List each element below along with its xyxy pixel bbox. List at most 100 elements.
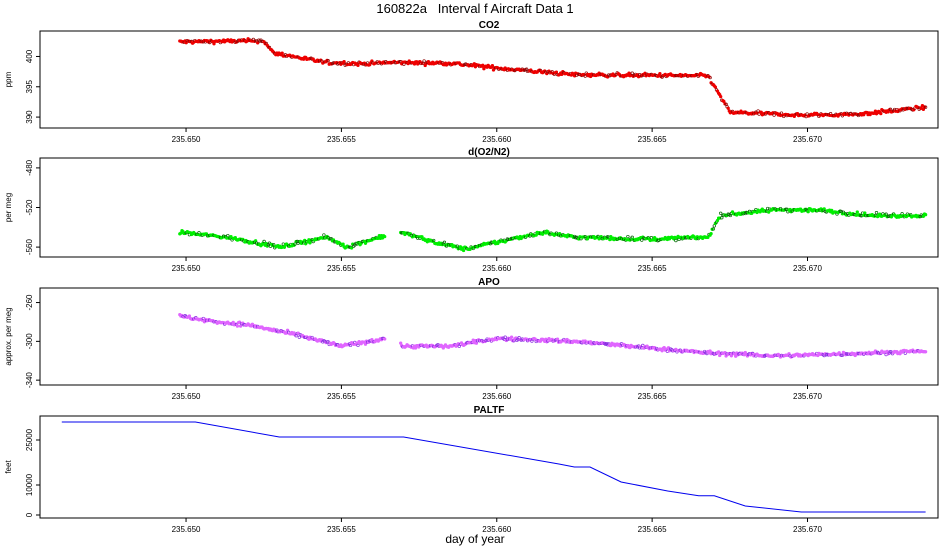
data-point <box>534 233 538 237</box>
data-point <box>509 335 514 339</box>
plot-frame <box>39 415 939 519</box>
data-point <box>422 59 426 63</box>
data-point <box>383 337 387 341</box>
data-point <box>326 340 330 344</box>
data-point <box>923 350 928 354</box>
data-point <box>874 211 879 215</box>
data-point <box>399 341 403 345</box>
y-tick-label: -560 <box>25 239 34 256</box>
data-point <box>640 238 644 242</box>
x-tick-label: 235.660 <box>482 135 511 144</box>
x-tick-label: 235.660 <box>482 392 511 401</box>
data-point <box>229 234 233 239</box>
data-point <box>767 210 771 214</box>
y-axis-label: per meg <box>4 193 13 222</box>
data-point <box>442 240 447 244</box>
data-point <box>888 107 893 111</box>
data-point <box>923 213 928 217</box>
y-tick-label: -260 <box>25 294 34 311</box>
x-tick-label: 235.665 <box>638 392 667 401</box>
data-point <box>708 75 712 80</box>
x-tick-label: 235.660 <box>482 525 511 534</box>
data-point <box>272 243 276 247</box>
data-point <box>322 233 326 237</box>
panel-do2n2: d(O2/N2) per meg -560 -520 -480 235.650 235.65… <box>4 147 939 273</box>
data-point <box>719 94 723 99</box>
x-tick-label: 235.655 <box>327 392 356 401</box>
data-point <box>726 106 730 110</box>
x-tick-label: 235.665 <box>638 264 667 273</box>
data-point <box>855 210 859 214</box>
y-axis-label: ppm <box>4 71 13 87</box>
data-point <box>674 238 678 243</box>
data-point <box>363 342 368 346</box>
panel-paltf: PALTF feet 0 10000 25000 235.650 235.655 235.66… <box>4 405 939 534</box>
figure-title: 160822a Interval f Aircraft Data 1 <box>376 1 574 16</box>
data-point <box>630 71 634 75</box>
data-point <box>432 238 436 243</box>
y-tick-label: 0 <box>25 512 34 517</box>
y-tick-label: -480 <box>25 159 34 176</box>
x-tick-label: 235.650 <box>172 264 201 273</box>
x-tick-label: 235.670 <box>793 392 822 401</box>
data-point <box>923 105 928 109</box>
x-tick-label: 235.665 <box>638 135 667 144</box>
data-point <box>308 241 312 245</box>
x-tick-label: 235.650 <box>172 135 201 144</box>
y-tick-label: 400 <box>25 49 34 63</box>
data-point <box>784 207 788 211</box>
x-tick-label: 235.665 <box>638 525 667 534</box>
panel-apo: APO approx. per meg -340 -300 -260 235.650 235… <box>4 277 939 401</box>
x-tick-label: 235.655 <box>327 135 356 144</box>
data-point <box>555 337 560 341</box>
data-point <box>461 248 466 253</box>
plot-frame <box>39 30 939 129</box>
x-tick-label: 235.670 <box>793 264 822 273</box>
y-tick-label: -300 <box>25 333 34 350</box>
data-point <box>256 41 260 45</box>
panel-title: PALTF <box>474 405 505 416</box>
data-point <box>560 72 564 77</box>
data-point <box>863 211 867 215</box>
series-line <box>61 421 926 513</box>
data-point <box>716 350 721 354</box>
y-tick-label: 390 <box>25 110 34 124</box>
plot-frame <box>39 287 939 386</box>
data-point <box>626 234 630 239</box>
data-point <box>342 60 346 64</box>
x-tick-label: 235.655 <box>327 525 356 534</box>
data-points <box>178 37 928 119</box>
data-point <box>262 239 266 244</box>
x-tick-label: 235.670 <box>793 135 822 144</box>
y-tick-label: 395 <box>25 80 34 94</box>
data-point <box>348 343 353 348</box>
data-point <box>356 63 360 68</box>
data-point <box>341 242 345 246</box>
data-point <box>420 235 424 239</box>
y-tick-label: -520 <box>25 199 34 216</box>
x-axis-title: day of year <box>445 532 505 546</box>
panel-title: CO2 <box>479 20 500 31</box>
y-tick-label: 25000 <box>25 428 34 451</box>
data-point <box>652 236 657 240</box>
data-point <box>455 244 459 248</box>
x-tick-label: 235.655 <box>327 264 356 273</box>
data-point <box>708 349 712 353</box>
data-point <box>226 233 230 238</box>
data-point <box>706 235 710 240</box>
data-point <box>658 72 662 76</box>
data-point <box>830 208 834 213</box>
data-point <box>806 210 810 214</box>
data-point <box>711 227 715 231</box>
panel-title: APO <box>478 277 500 288</box>
y-axis-label: feet <box>4 460 13 474</box>
data-point <box>719 211 723 215</box>
data-point <box>490 63 495 68</box>
data-point <box>766 206 770 211</box>
x-tick-label: 235.650 <box>172 392 201 401</box>
x-tick-label: 235.660 <box>482 264 511 273</box>
data-point <box>235 324 240 328</box>
data-points <box>178 312 928 359</box>
data-point <box>280 51 284 55</box>
